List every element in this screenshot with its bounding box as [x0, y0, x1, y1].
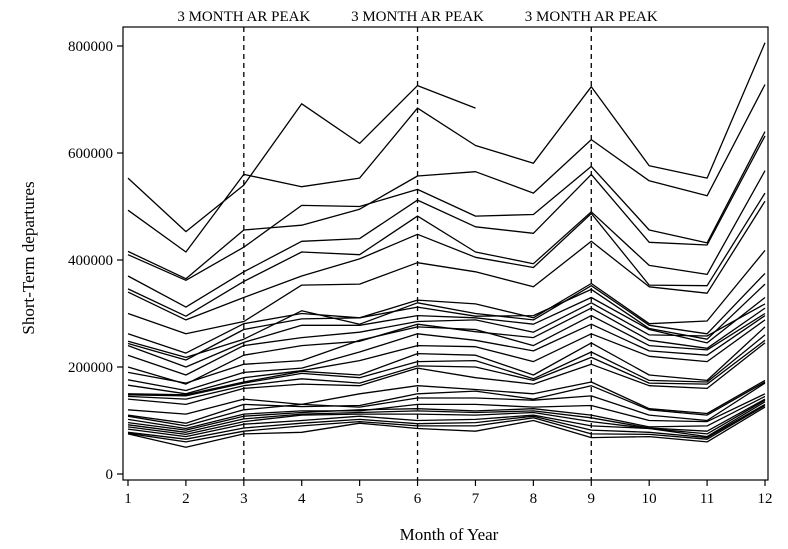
reference-lines [243, 27, 592, 480]
y-tick-label: 0 [106, 467, 114, 483]
series-line-29 [127, 401, 766, 438]
x-tick-label: 4 [298, 491, 306, 507]
series-line-26 [127, 395, 766, 431]
series-line-8 [127, 200, 766, 335]
series-line-22 [127, 379, 766, 415]
series-line-12 [127, 296, 766, 368]
x-tick-label: 7 [472, 491, 480, 507]
series-line-30 [127, 403, 766, 440]
series-line-25 [127, 393, 766, 430]
x-tick-label: 5 [356, 491, 364, 507]
x-tick-label: 2 [182, 491, 190, 507]
y-tick-label: 600000 [68, 146, 113, 162]
series-line-19 [127, 334, 766, 397]
series-line-11 [127, 283, 766, 361]
series-line-27 [127, 398, 766, 433]
x-tick-label: 9 [588, 491, 596, 507]
series-line-7 [127, 192, 766, 321]
x-tick-label: 11 [700, 491, 714, 507]
y-axis-label: Short-Term departures [19, 181, 38, 334]
y-tick-label: 400000 [68, 253, 113, 269]
series-line-18 [127, 326, 766, 396]
peak-annotation: 3 MONTH AR PEAK [525, 9, 658, 25]
y-tick-label: 800000 [68, 39, 113, 55]
series-line-10 [127, 272, 766, 359]
x-axis-label: Month of Year [400, 525, 499, 544]
x-tick-label: 6 [414, 491, 422, 507]
x-tick-label: 3 [240, 491, 248, 507]
series-line-32 [127, 406, 766, 448]
x-tick-label: 10 [642, 491, 657, 507]
series-line-13 [127, 302, 766, 376]
x-tick-label: 12 [758, 491, 773, 507]
series-line-16 [127, 315, 766, 392]
y-axis: 0 200000 400000 600000 800000 [68, 39, 123, 483]
series-line-4 [127, 131, 766, 281]
series-line-5 [127, 135, 766, 308]
peak-annotation: 3 MONTH AR PEAK [351, 9, 484, 25]
series-line-3 [127, 84, 766, 280]
series-line-21 [127, 342, 766, 406]
series-line-15 [127, 312, 766, 384]
series-line-23 [127, 381, 766, 424]
series-line-2 [127, 42, 766, 253]
x-axis: 1 2 3 4 5 6 7 8 9 10 11 12 [124, 480, 773, 507]
y-tick-label: 200000 [68, 360, 113, 376]
series-lines [127, 42, 766, 448]
series-line-20 [127, 339, 766, 400]
peak-annotation: 3 MONTH AR PEAK [177, 9, 310, 25]
annotations: 3 MONTH AR PEAK 3 MONTH AR PEAK 3 MONTH AR… [177, 9, 658, 25]
series-line-24 [127, 382, 766, 427]
series-line-1 [127, 84, 476, 233]
series-line-9 [127, 249, 766, 354]
series-line-31 [127, 404, 766, 443]
x-tick-label: 8 [530, 491, 538, 507]
plot-frame [122, 26, 769, 481]
series-line-6 [127, 170, 766, 317]
x-tick-label: 1 [124, 491, 132, 507]
series-line-17 [127, 319, 766, 395]
